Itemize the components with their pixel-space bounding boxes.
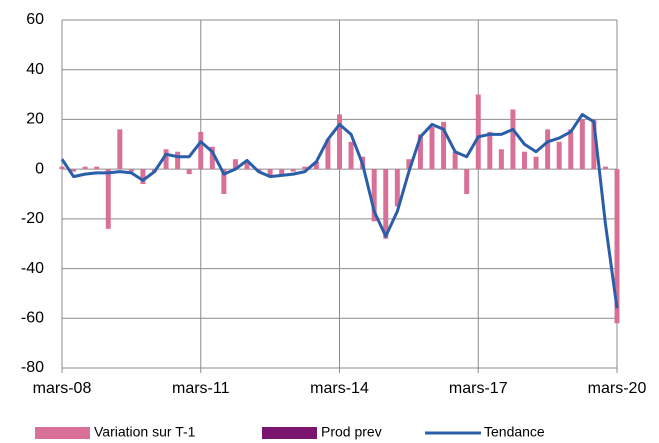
y-tick-label: 60 bbox=[26, 11, 44, 28]
bar bbox=[406, 159, 412, 170]
bar bbox=[498, 149, 504, 170]
bar bbox=[163, 149, 169, 170]
bar bbox=[290, 169, 296, 172]
bar bbox=[105, 169, 111, 229]
bar bbox=[302, 166, 308, 170]
x-tick-label: mars-08 bbox=[33, 380, 92, 397]
bar bbox=[140, 169, 146, 185]
x-tick-label: mars-14 bbox=[310, 380, 369, 397]
legend-label: Prod prev bbox=[321, 424, 382, 440]
bar bbox=[383, 169, 389, 239]
bar bbox=[221, 169, 227, 194]
bar bbox=[186, 169, 192, 175]
y-tick-label: 20 bbox=[26, 111, 44, 128]
x-tick-label: mars-17 bbox=[449, 380, 508, 397]
bar bbox=[441, 121, 447, 170]
y-tick-label: 0 bbox=[35, 160, 44, 177]
bar bbox=[94, 166, 100, 170]
y-tick-label: -60 bbox=[21, 310, 44, 327]
bar bbox=[533, 156, 539, 170]
bar bbox=[71, 169, 77, 172]
bar bbox=[232, 159, 238, 170]
x-tick-label: mars-20 bbox=[588, 380, 647, 397]
legend-label: Tendance bbox=[484, 424, 545, 440]
bar bbox=[464, 169, 470, 194]
bar bbox=[325, 139, 331, 170]
bar bbox=[348, 141, 354, 170]
bar bbox=[602, 166, 608, 170]
bar bbox=[591, 119, 597, 170]
bar bbox=[244, 161, 250, 170]
bar bbox=[614, 169, 620, 324]
bar bbox=[337, 114, 342, 170]
bar bbox=[429, 126, 435, 170]
bar bbox=[475, 94, 481, 170]
x-tick-label: mars-11 bbox=[172, 380, 230, 397]
bar bbox=[267, 169, 273, 177]
bar bbox=[510, 109, 516, 170]
bar bbox=[545, 129, 551, 170]
legend-swatch bbox=[35, 427, 90, 439]
bar bbox=[117, 129, 123, 170]
bar bbox=[579, 119, 585, 170]
legend-swatch bbox=[262, 427, 317, 439]
bar bbox=[198, 131, 204, 170]
bar bbox=[128, 169, 134, 172]
bar bbox=[556, 141, 562, 170]
bar bbox=[371, 169, 377, 222]
y-tick-label: -80 bbox=[21, 359, 44, 376]
bar bbox=[417, 134, 423, 170]
bar bbox=[313, 161, 319, 170]
bar bbox=[487, 131, 493, 170]
bar bbox=[175, 151, 181, 170]
bar bbox=[452, 151, 458, 170]
trend-line bbox=[60, 112, 619, 309]
bar bbox=[394, 169, 400, 207]
bar bbox=[568, 129, 574, 170]
bar bbox=[522, 151, 527, 170]
bar bbox=[59, 166, 65, 170]
y-tick-label: 40 bbox=[26, 61, 44, 78]
y-tick-label: -20 bbox=[21, 210, 44, 227]
bar bbox=[82, 166, 88, 170]
legend-label: Variation sur T-1 bbox=[94, 424, 196, 440]
bar bbox=[209, 146, 215, 170]
y-tick-label: -40 bbox=[21, 260, 44, 277]
bar bbox=[279, 169, 285, 175]
